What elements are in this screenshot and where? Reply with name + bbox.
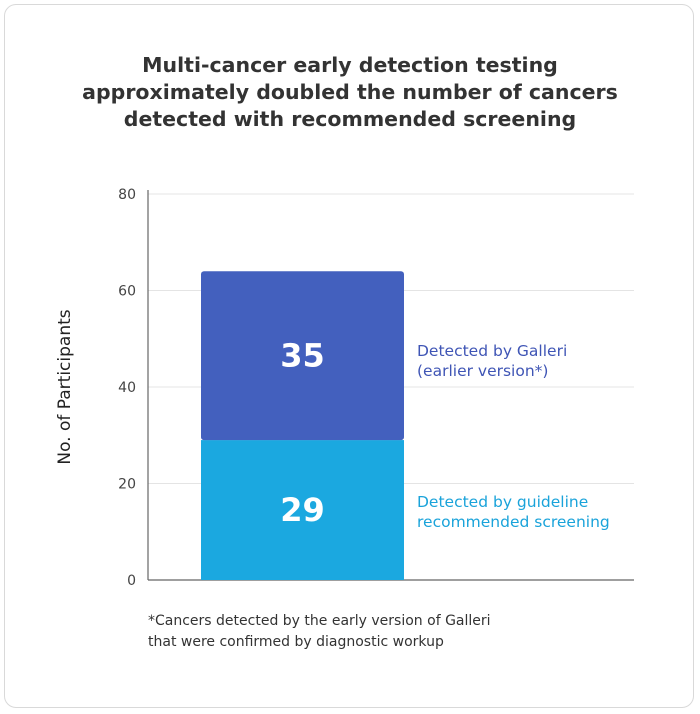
series-label-galleri-line-1: Detected by Galleri: [417, 342, 567, 360]
series-label-guideline-screening-line-1: Detected by guideline: [417, 493, 588, 511]
y-tick-label-80: 80: [118, 187, 136, 203]
chart-footnote: *Cancers detected by the early version o…: [148, 613, 491, 650]
y-tick-label-0: 0: [127, 573, 136, 589]
y-tick-label-40: 40: [118, 380, 136, 396]
bar-segment-guideline-screening: [201, 440, 404, 580]
y-tick-label-20: 20: [118, 477, 136, 493]
bar-value-label-guideline-screening: 29: [280, 491, 325, 529]
y-axis-label: No. of Participants: [55, 309, 75, 464]
series-label-guideline-screening-line-2: recommended screening: [417, 513, 610, 531]
bar-segment-galleri: [201, 271, 404, 441]
y-tick-label-60: 60: [118, 284, 136, 300]
chart-title: Multi-cancer early detection testing app…: [82, 53, 618, 131]
series-label-galleri-line-2: (earlier version*): [417, 362, 548, 380]
bar-value-label-galleri: 35: [280, 337, 325, 375]
